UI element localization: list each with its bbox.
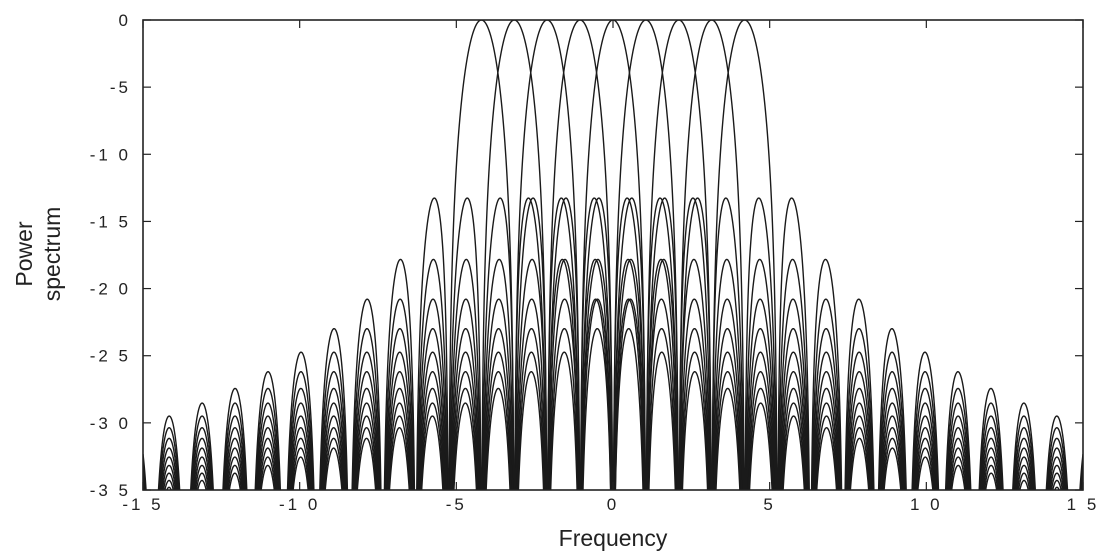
y-tick-label: -3 5 (90, 481, 131, 500)
x-tick-label: -1 5 (122, 495, 163, 514)
y-tick-label: -1 0 (90, 145, 131, 164)
y-tick-label: -5 (110, 78, 131, 97)
spectrum-curve-7 (162, 20, 1083, 490)
spectrum-curves (143, 20, 1083, 490)
y-tick-label: 0 (119, 11, 131, 30)
y-tick-label: -1 5 (90, 212, 131, 231)
x-tick-label: 5 (763, 495, 775, 514)
x-tick-label: 1 0 (910, 495, 943, 514)
x-tick-label: -1 0 (279, 495, 320, 514)
y-tick-label: -2 0 (90, 280, 131, 299)
x-tick-label: 1 5 (1067, 495, 1100, 514)
y-axis-ticks: 0 -5 -1 0 -1 5 -2 0 -2 5 -3 0 -3 5 (90, 11, 1083, 500)
spectrum-curve-2 (143, 20, 1062, 490)
y-tick-label: -3 0 (90, 414, 131, 433)
spectrum-curve-3 (143, 20, 1064, 490)
y-axis-label-line-1: Power (11, 221, 37, 287)
y-tick-label: -2 5 (90, 347, 131, 366)
spectrum-curve-6 (161, 20, 1083, 490)
spectrum-curve-9 (166, 20, 1083, 490)
spectrum-curve-1 (143, 20, 1060, 490)
x-axis-label: Frequency (559, 525, 668, 551)
spectrum-curve-8 (164, 20, 1083, 490)
x-tick-label: -5 (446, 495, 467, 514)
x-tick-label: 0 (607, 495, 619, 514)
plot-frame (142, 19, 1084, 491)
x-axis-ticks: -1 5 -1 0 -5 0 5 1 0 1 5 (122, 20, 1100, 514)
spectrum-curve-5 (160, 20, 1066, 490)
spectrum-curve-4 (143, 20, 1065, 490)
y-axis-label-line-2: spectrum (39, 207, 65, 302)
